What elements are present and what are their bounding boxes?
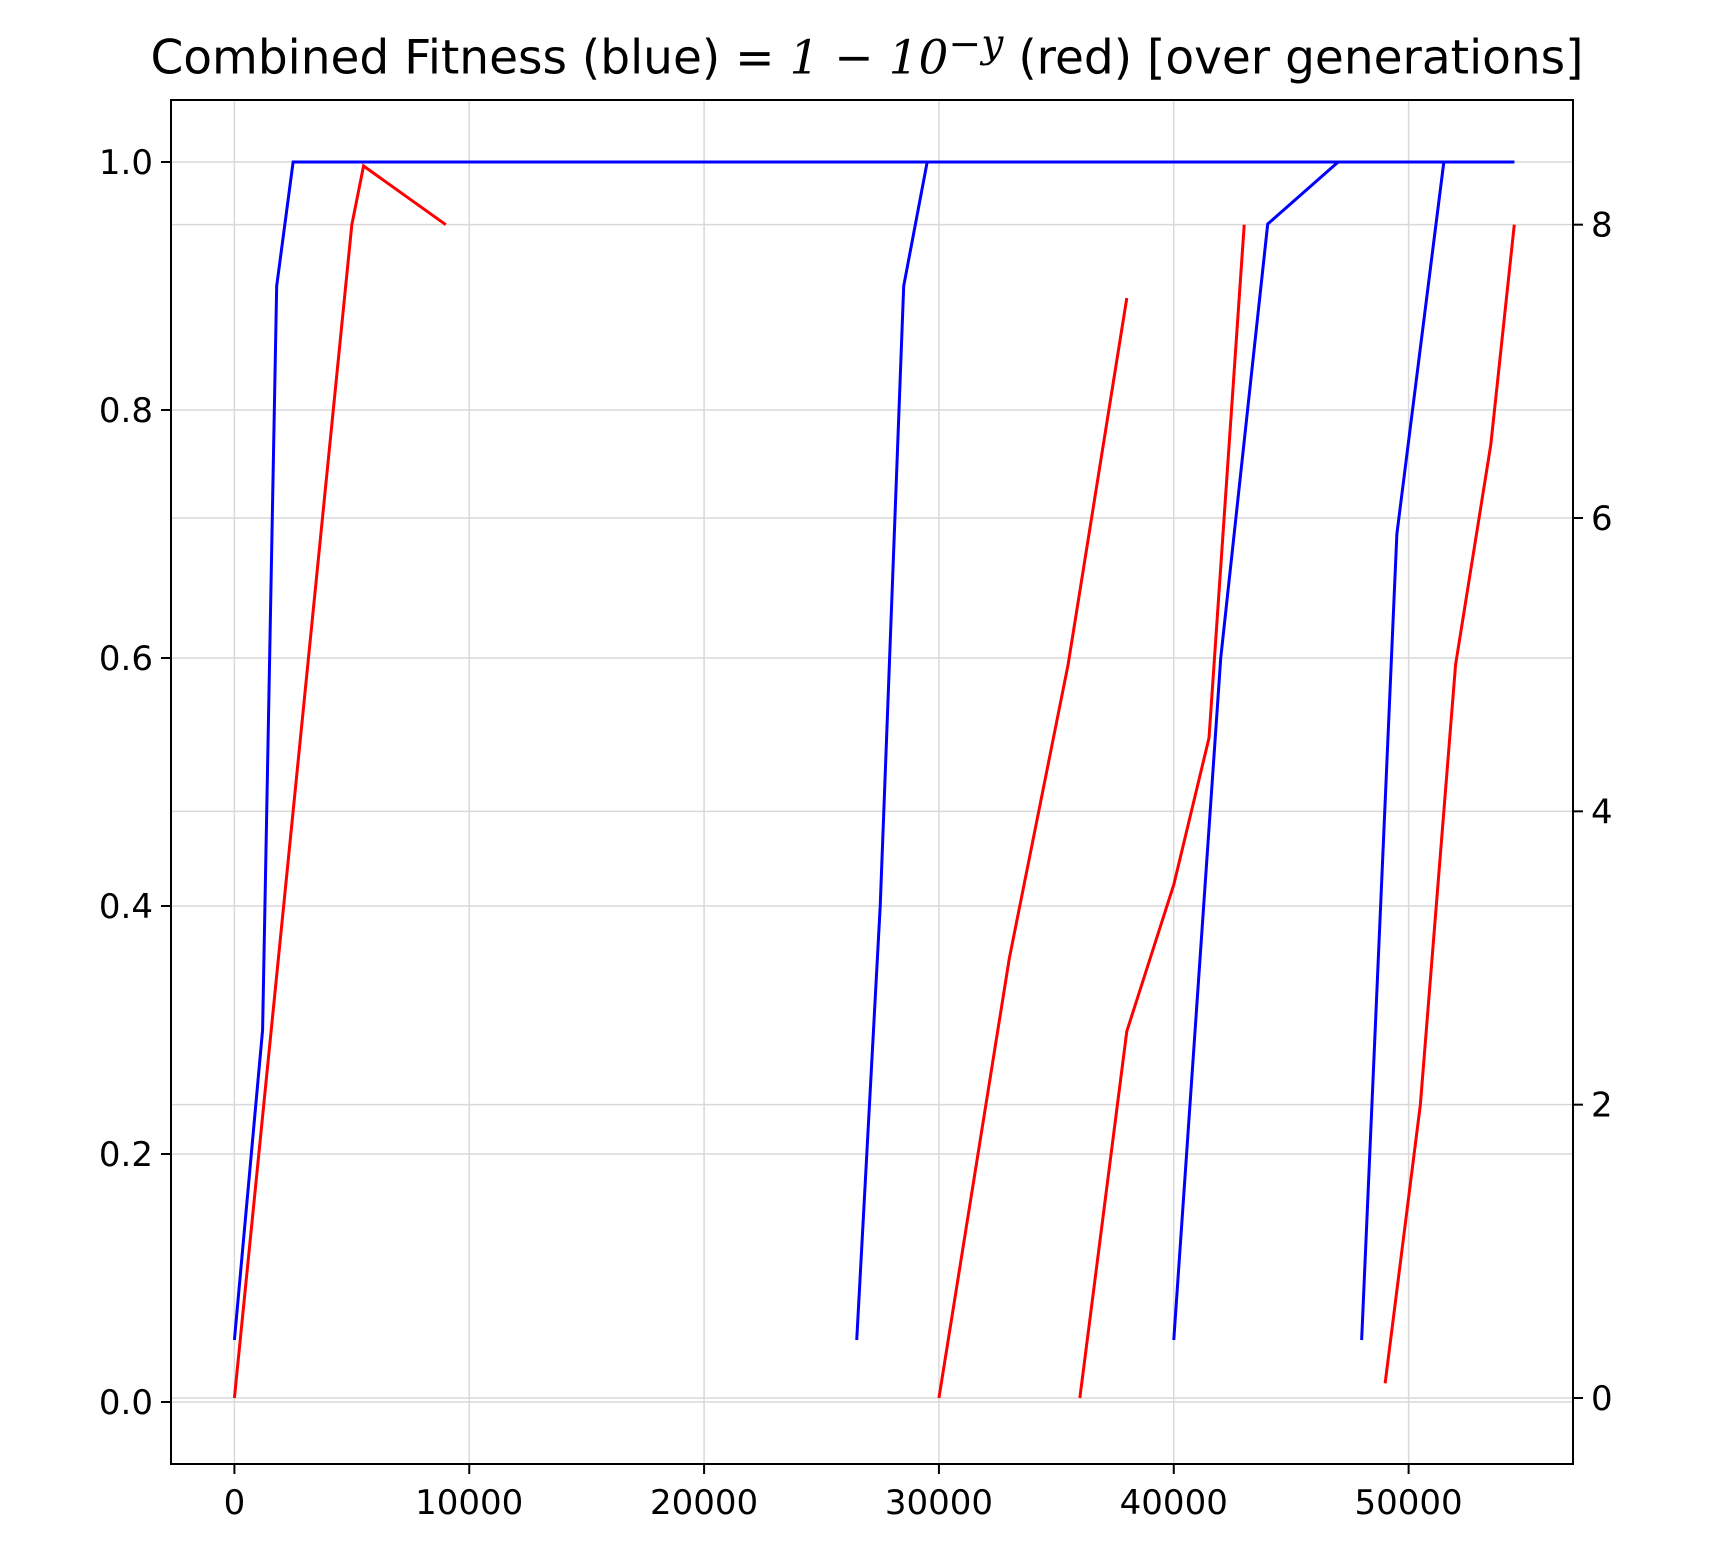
x-tick-label: 0 — [224, 1483, 246, 1523]
y2-tick-label: 0 — [1591, 1379, 1613, 1419]
y-axis-right: 0 2 4 6 8 — [1573, 206, 1613, 1419]
chart-title: Combined Fitness (blue) = 1 − 10−y (red)… — [150, 22, 1584, 86]
x-tick-label: 50000 — [1355, 1483, 1463, 1523]
y-tick-label: 0.0 — [99, 1383, 153, 1423]
series-line — [1078, 224, 1246, 1399]
series-line — [232, 160, 1515, 1341]
series-line — [855, 160, 1127, 1341]
series-line — [1172, 160, 1367, 1341]
series-group — [232, 160, 1516, 1399]
y2-tick-label: 2 — [1591, 1086, 1613, 1126]
x-tick-label: 40000 — [1120, 1483, 1228, 1523]
x-axis: 0 10000 20000 30000 40000 50000 — [224, 1464, 1463, 1523]
y-axis-left: 0.0 0.2 0.4 0.6 0.8 1.0 — [99, 143, 171, 1423]
series-line — [1383, 224, 1516, 1384]
y-tick-label: 0.4 — [99, 887, 153, 927]
grid — [171, 100, 1573, 1464]
x-tick-label: 20000 — [650, 1483, 758, 1523]
title-formula-exponent: −y — [948, 22, 1004, 67]
title-formula: 1 − 10 — [789, 30, 949, 86]
y2-tick-label: 4 — [1591, 792, 1613, 832]
plot-frame — [170, 99, 1574, 1465]
series-line — [937, 297, 1129, 1399]
y-tick-label: 0.2 — [99, 1135, 153, 1175]
y2-tick-label: 8 — [1591, 206, 1613, 246]
y-tick-label: 0.8 — [99, 391, 153, 431]
y-tick-label: 0.6 — [99, 639, 153, 679]
x-tick-label: 10000 — [415, 1483, 523, 1523]
series-line — [1360, 160, 1515, 1341]
x-tick-label: 30000 — [885, 1483, 993, 1523]
y-tick-label: 1.0 — [99, 143, 153, 183]
series-line — [232, 163, 447, 1399]
y2-tick-label: 6 — [1591, 499, 1613, 539]
